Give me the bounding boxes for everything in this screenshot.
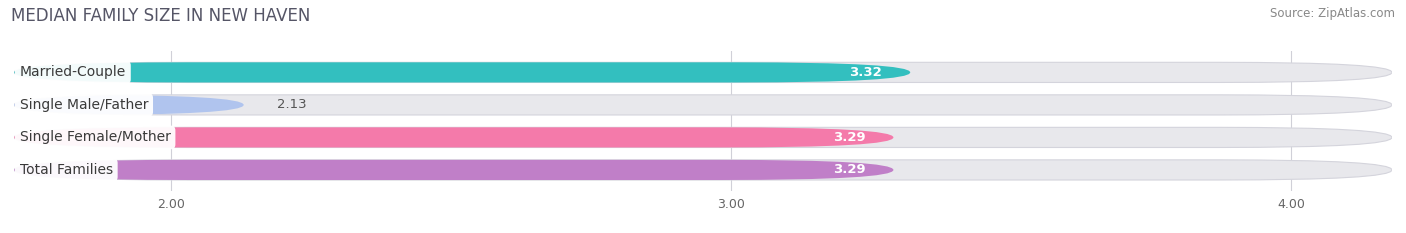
Text: Single Male/Father: Single Male/Father [20,98,148,112]
Text: Total Families: Total Families [20,163,112,177]
Text: 3.29: 3.29 [832,131,866,144]
FancyBboxPatch shape [14,127,1392,147]
Text: 3.32: 3.32 [849,66,882,79]
Text: Source: ZipAtlas.com: Source: ZipAtlas.com [1270,7,1395,20]
FancyBboxPatch shape [14,127,893,147]
Text: 3.29: 3.29 [832,163,866,176]
FancyBboxPatch shape [14,62,910,82]
FancyBboxPatch shape [14,62,1392,82]
FancyBboxPatch shape [14,160,1392,180]
Text: Married-Couple: Married-Couple [20,65,127,79]
FancyBboxPatch shape [14,95,243,115]
Text: MEDIAN FAMILY SIZE IN NEW HAVEN: MEDIAN FAMILY SIZE IN NEW HAVEN [11,7,311,25]
Text: Single Female/Mother: Single Female/Mother [20,130,170,144]
Text: 2.13: 2.13 [277,98,307,111]
FancyBboxPatch shape [14,95,1392,115]
FancyBboxPatch shape [14,160,893,180]
